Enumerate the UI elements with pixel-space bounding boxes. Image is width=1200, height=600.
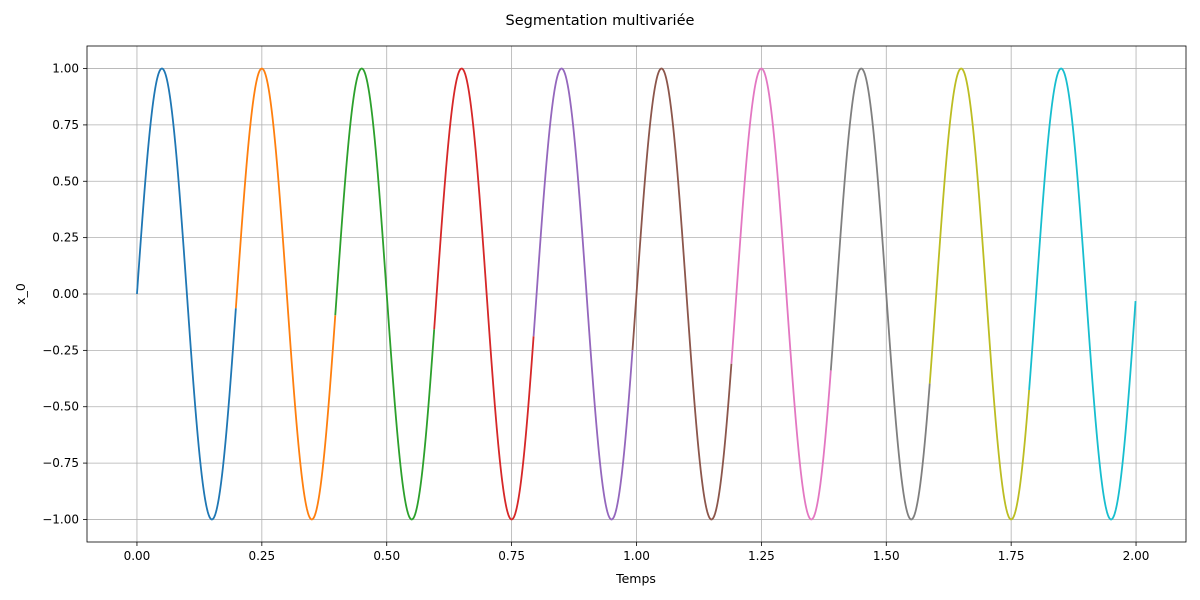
series-line-1 <box>136 67 237 521</box>
x-tick-label: 2.00 <box>1123 549 1150 563</box>
series-line-7 <box>730 67 832 521</box>
x-tick-label: 0.00 <box>124 549 151 563</box>
x-tick-label: 1.75 <box>998 549 1025 563</box>
y-tick-label: 0.00 <box>52 287 79 301</box>
series-line-9 <box>928 67 1031 521</box>
x-axis-label: Temps <box>615 571 656 586</box>
y-axis: −1.00 −0.75 −0.50 −0.25 0.00 0.25 0.50 0.75 1.00 <box>42 62 87 526</box>
y-tick-label: −0.75 <box>42 456 79 470</box>
x-tick-label: 1.00 <box>623 549 650 563</box>
y-tick-label: 0.50 <box>52 174 79 188</box>
y-tick-label: −1.00 <box>42 512 79 526</box>
series-line-6 <box>631 67 733 521</box>
series-layer <box>136 67 1137 521</box>
y-tick-label: −0.25 <box>42 343 79 357</box>
series-line-4 <box>433 67 535 521</box>
series-line-3 <box>334 67 436 521</box>
series-line-10 <box>1028 67 1137 521</box>
x-tick-label: 1.50 <box>873 549 900 563</box>
y-axis-label: x_0 <box>13 283 28 305</box>
y-tick-label: 0.75 <box>52 118 79 132</box>
series-line-2 <box>234 67 337 521</box>
x-tick-label: 1.25 <box>748 549 775 563</box>
x-tick-label: 0.50 <box>373 549 400 563</box>
y-tick-label: −0.50 <box>42 400 79 414</box>
y-tick-label: 1.00 <box>52 62 79 76</box>
x-axis: 0.00 0.25 0.50 0.75 1.00 1.25 1.50 1.75 2.00 <box>124 542 1150 563</box>
y-tick-label: 0.25 <box>52 231 79 245</box>
chart-title: Segmentation multivariée <box>506 13 695 29</box>
series-line-5 <box>532 67 634 521</box>
series-line-8 <box>829 67 931 521</box>
x-tick-label: 0.75 <box>498 549 525 563</box>
x-tick-label: 0.25 <box>248 549 275 563</box>
